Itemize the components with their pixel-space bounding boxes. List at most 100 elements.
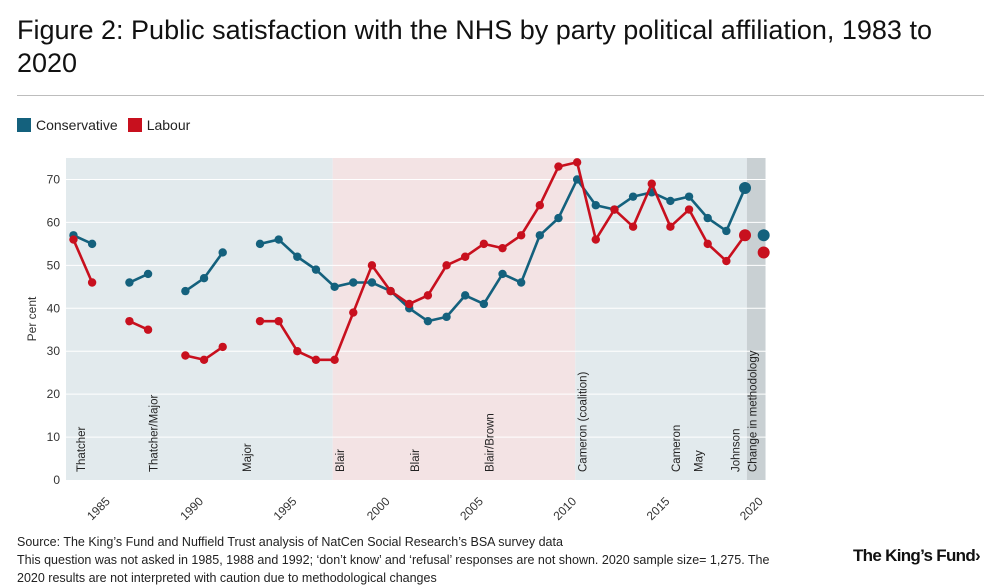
labour-point-1984 bbox=[87, 278, 97, 287]
source-line-1: Source: The King’s Fund and Nuffield Tru… bbox=[17, 535, 563, 549]
labour-point-2000 bbox=[386, 286, 395, 296]
chart-title: Figure 2: Public satisfaction with the N… bbox=[17, 15, 932, 78]
conservative-point-1996 bbox=[311, 265, 321, 274]
labour-point-2017 bbox=[703, 239, 712, 249]
period-label-5: Blair/Brown bbox=[484, 413, 496, 472]
labour-point-2006 bbox=[498, 243, 507, 253]
labour-point-2003 bbox=[442, 261, 451, 270]
labour-point-2002 bbox=[423, 291, 433, 300]
conservative-point-1999 bbox=[367, 278, 377, 287]
x-tick-label-2015: 2015 bbox=[644, 494, 673, 523]
conservative-point-1987 bbox=[143, 269, 153, 279]
title-divider bbox=[17, 95, 984, 96]
conservative-point-1986 bbox=[125, 278, 134, 287]
legend-swatch-conservative bbox=[17, 118, 31, 132]
labour-point-1999 bbox=[367, 261, 377, 270]
legend: Conservative Labour bbox=[17, 117, 200, 133]
labour-point-2015 bbox=[666, 222, 675, 231]
x-tick-label-2005: 2005 bbox=[457, 494, 486, 523]
labour-point-2004 bbox=[461, 252, 470, 261]
labour-point-2001 bbox=[405, 299, 414, 309]
labour-point-2018 bbox=[722, 256, 731, 266]
conservative-point-1991 bbox=[218, 248, 227, 257]
conservative-point-1994 bbox=[274, 235, 283, 244]
labour-point-2012 bbox=[610, 205, 619, 214]
y-tick-label-70: 70 bbox=[47, 172, 61, 186]
period-label-0: Thatcher bbox=[76, 426, 88, 472]
x-tick-label-1990: 1990 bbox=[177, 494, 206, 523]
y-tick-label-0: 0 bbox=[53, 473, 60, 487]
conservative-point-2013 bbox=[628, 192, 638, 201]
labour-point-1994 bbox=[274, 316, 283, 326]
x-tick-label-2010: 2010 bbox=[550, 494, 579, 523]
labour-point-1990 bbox=[199, 355, 209, 364]
conservative-point-1989 bbox=[181, 286, 190, 296]
y-tick-label-50: 50 bbox=[47, 258, 61, 272]
period-label-3: Blair bbox=[335, 449, 347, 472]
conservative-point-1993 bbox=[255, 239, 265, 249]
conservative-point-2011 bbox=[591, 201, 600, 210]
conservative-point-2008 bbox=[535, 231, 545, 240]
conservative-point-1998 bbox=[349, 278, 358, 287]
period-label-7: Cameron bbox=[671, 425, 683, 472]
x-tick-label-1995: 1995 bbox=[271, 494, 300, 523]
labour-point-1997 bbox=[330, 355, 339, 364]
conservative-point-2009 bbox=[554, 213, 563, 223]
conservative-point-2007 bbox=[516, 278, 526, 287]
period-band-0 bbox=[66, 158, 333, 480]
conservative-point-1984 bbox=[87, 239, 97, 249]
conservative-point-2015 bbox=[666, 196, 675, 206]
conservative-point-2005 bbox=[479, 299, 489, 309]
labour-point-2011 bbox=[591, 235, 600, 244]
labour-point-2014 bbox=[647, 179, 656, 188]
period-label-9: Johnson bbox=[731, 429, 743, 472]
legend-swatch-labour bbox=[127, 118, 142, 132]
conservative-point-2006 bbox=[498, 269, 507, 279]
x-tick-label-2020: 2020 bbox=[737, 494, 766, 523]
labour-point-1993 bbox=[255, 316, 265, 326]
legend-item-labour[interactable]: Labour bbox=[127, 117, 191, 133]
y-tick-label-20: 20 bbox=[47, 387, 61, 401]
source-line-3: 2020 results are not interpreted with ca… bbox=[17, 571, 437, 585]
x-tick-label-2000: 2000 bbox=[364, 494, 393, 523]
period-label-1: Thatcher/Major bbox=[149, 394, 161, 472]
y-tick-label-60: 60 bbox=[47, 215, 61, 229]
labour-point-2009 bbox=[554, 162, 563, 171]
line-chart: 0 10 20 30 40 50 60 70 Per cent 1985 1990 1995 2000 2… bbox=[25, 158, 770, 524]
legend-item-conservative[interactable]: Conservative bbox=[17, 117, 118, 133]
labour-point-2016 bbox=[684, 205, 694, 214]
conservative-point-1990 bbox=[199, 274, 209, 283]
conservative-highlight-point-2019 bbox=[739, 182, 752, 195]
y-tick-label-30: 30 bbox=[47, 344, 61, 358]
labour-line-segment-0 bbox=[72, 239, 94, 284]
labour-point-2008 bbox=[535, 201, 545, 210]
labour-point-2010 bbox=[572, 158, 582, 167]
period-label-4: Blair bbox=[410, 449, 422, 472]
labour-point-1991 bbox=[218, 342, 227, 352]
y-tick-label-10: 10 bbox=[47, 430, 61, 444]
labour-point-2013 bbox=[628, 222, 638, 231]
kings-fund-logo[interactable]: The King’s Fund› bbox=[853, 546, 981, 565]
conservative-point-2010 bbox=[572, 175, 582, 184]
conservative-point-1997 bbox=[330, 282, 339, 291]
labour-point-1987 bbox=[143, 325, 153, 334]
period-label-6: Cameron (coalition) bbox=[578, 371, 590, 472]
source-line-2: This question was not asked in 1985, 198… bbox=[17, 553, 770, 567]
legend-label-conservative: Conservative bbox=[36, 117, 118, 133]
labour-point-1986 bbox=[125, 316, 134, 326]
conservative-point-2003 bbox=[442, 312, 451, 322]
conservative-point-2016 bbox=[684, 192, 694, 201]
conservative-point-2017 bbox=[703, 213, 712, 223]
labour-point-1995 bbox=[293, 347, 302, 356]
legend-label-labour: Labour bbox=[146, 117, 191, 133]
period-label-8: May bbox=[693, 450, 705, 472]
conservative-point-2004 bbox=[461, 291, 470, 300]
labour-point-1983 bbox=[69, 235, 78, 244]
conservative-highlight-point-2020 bbox=[757, 229, 770, 242]
labour-highlight-point-2020 bbox=[757, 246, 770, 259]
conservative-point-2018 bbox=[722, 226, 731, 236]
labour-point-2007 bbox=[516, 231, 526, 240]
labour-highlight-point-2019 bbox=[739, 229, 752, 242]
y-tick-label-40: 40 bbox=[47, 301, 61, 315]
labour-point-1998 bbox=[349, 308, 358, 317]
